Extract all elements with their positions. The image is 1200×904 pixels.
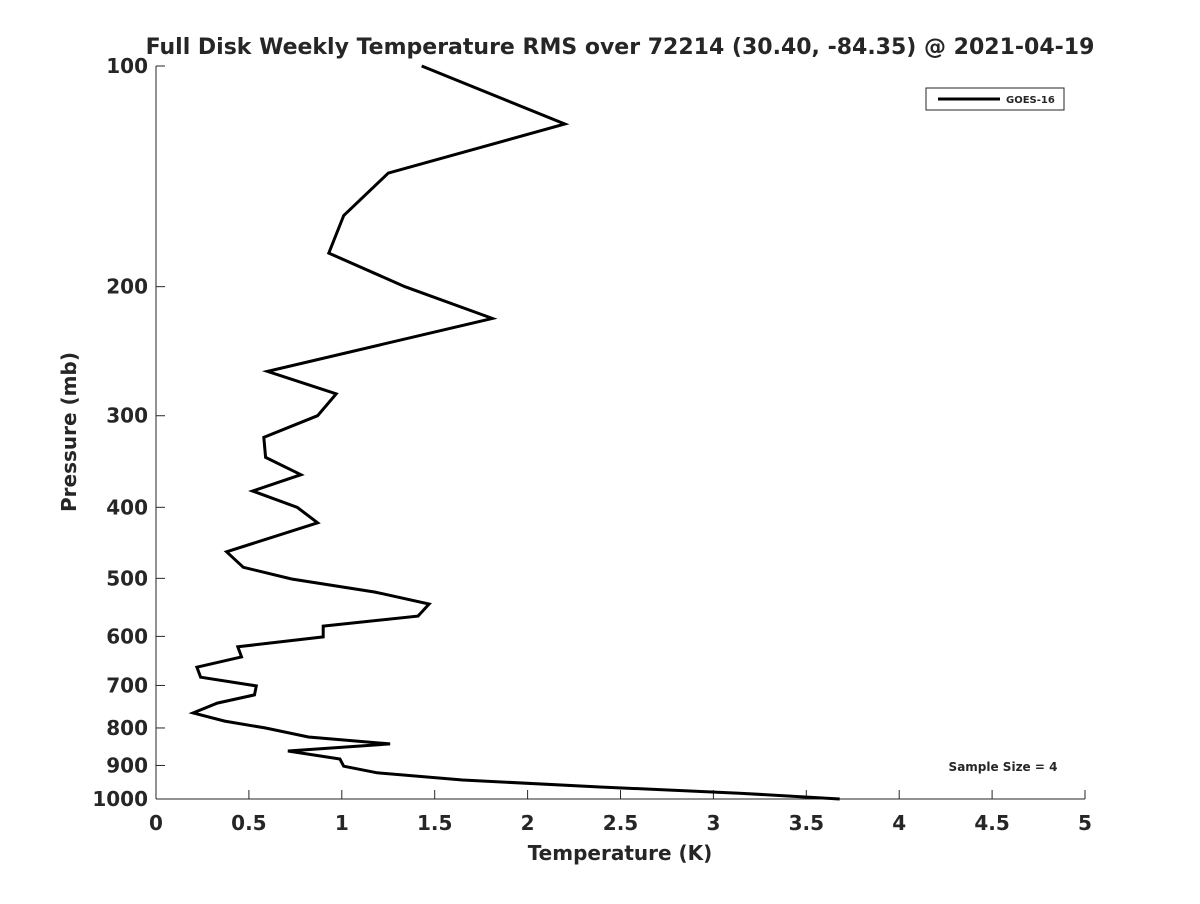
y-tick-label: 900 (106, 753, 148, 777)
y-tick-label: 400 (106, 495, 148, 519)
plot-area (156, 66, 1085, 799)
y-tick-label: 700 (106, 673, 148, 697)
x-tick-label: 3.5 (789, 811, 824, 835)
y-tick-label: 1000 (92, 787, 148, 811)
y-tick-label: 300 (106, 404, 148, 428)
legend: GOES-16 (925, 87, 1065, 111)
x-tick-label: 4.5 (974, 811, 1009, 835)
y-tick-label: 800 (106, 716, 148, 740)
x-tick-label: 1.5 (417, 811, 452, 835)
x-tick-label: 4 (892, 811, 906, 835)
x-axis-label: Temperature (K) (528, 841, 713, 865)
x-tick-label: 0.5 (231, 811, 266, 835)
series-line-goes-16 (188, 64, 840, 801)
y-tick-label: 200 (106, 275, 148, 299)
y-tick-label: 500 (106, 566, 148, 590)
x-tick-label: 5 (1078, 811, 1092, 835)
x-tick-label: 2 (521, 811, 535, 835)
y-tick-label: 600 (106, 624, 148, 648)
y-axis-label: Pressure (mb) (57, 352, 81, 512)
y-tick-label: 100 (106, 54, 148, 78)
legend-label: GOES-16 (1006, 95, 1055, 106)
sample-size-annotation: Sample Size = 4 (949, 760, 1058, 774)
x-tick-label: 1 (335, 811, 349, 835)
chart-title: Full Disk Weekly Temperature RMS over 72… (146, 35, 1095, 60)
x-tick-label: 0 (149, 811, 163, 835)
x-tick-label: 3 (706, 811, 720, 835)
x-tick-label: 2.5 (603, 811, 638, 835)
